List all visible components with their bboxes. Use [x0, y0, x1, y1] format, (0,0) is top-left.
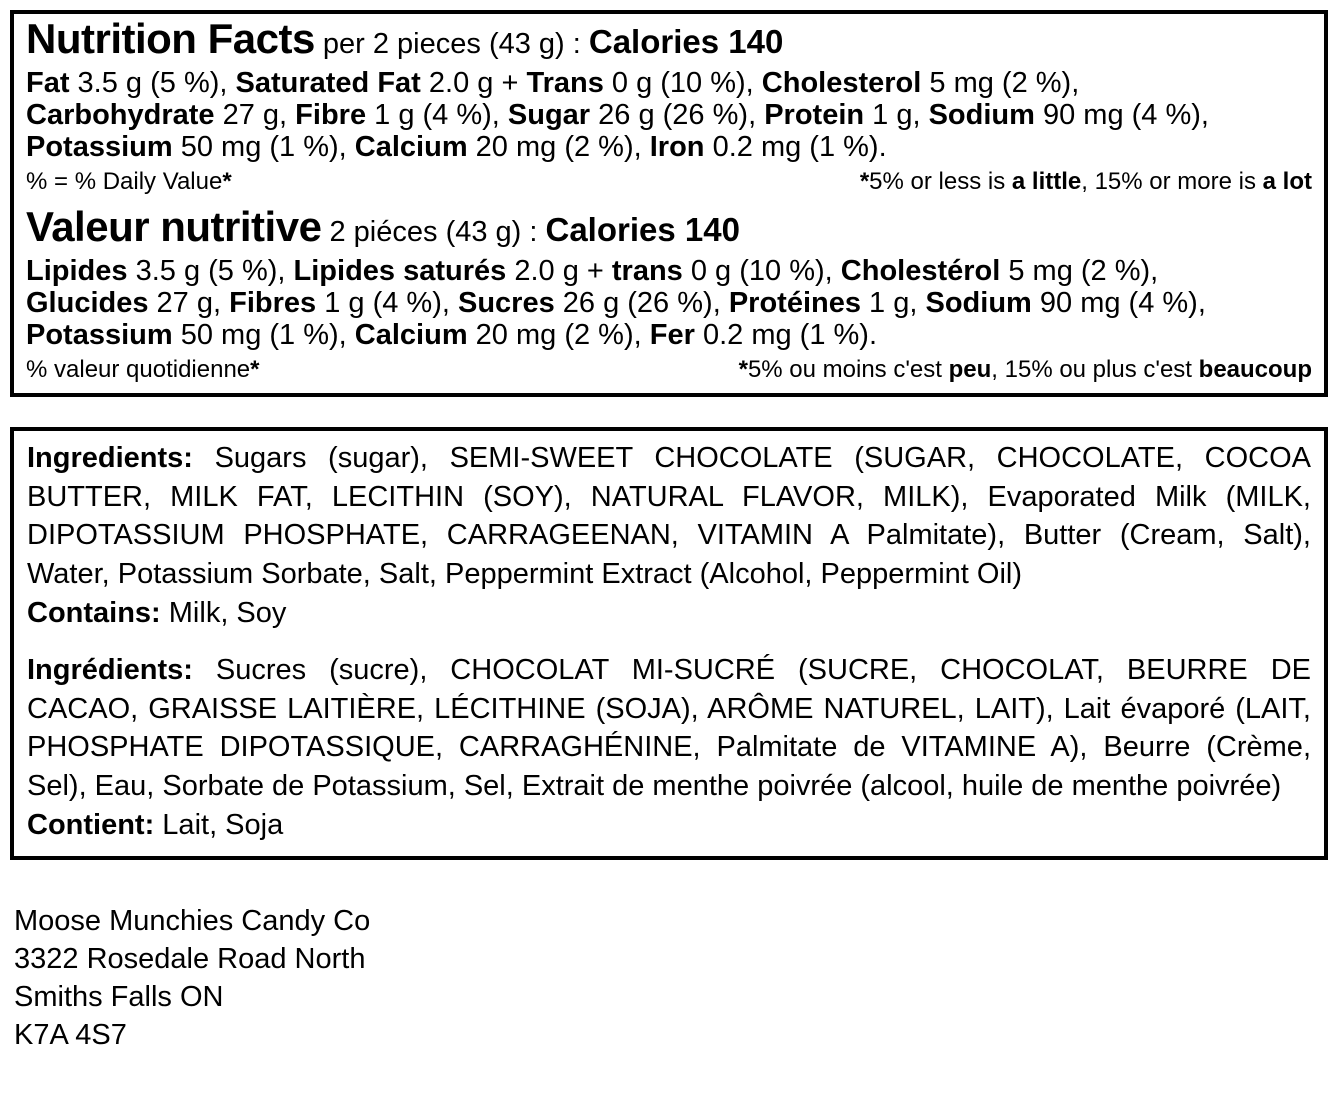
nutrition-facts-en-section: Nutrition Facts per 2 pieces (43 g) : Ca…: [26, 15, 1312, 196]
daily-value-note-en: % = % Daily Value*: [26, 168, 232, 195]
little-lot-note-en: *5% or less is a little, 15% or more is …: [859, 168, 1312, 195]
nutrition-facts-fr-title: Valeur nutritive 2 piéces (43 g) : Calor…: [26, 203, 740, 250]
nutrition-facts-en-title: Nutrition Facts per 2 pieces (43 g) : Ca…: [26, 15, 784, 62]
nutrition-en-line-carbohydrate: Carbohydrate 27 g, Fibre 1 g (4 %), Suga…: [26, 99, 1209, 131]
nutrition-facts-fr-section: Valeur nutritive 2 piéces (43 g) : Calor…: [26, 203, 1312, 384]
peu-beaucoup-note-fr: *5% ou moins c'est peu, 15% ou plus c'es…: [738, 356, 1312, 383]
ingredients-fr-paragraph: Ingrédients: Sucres (sucre), CHOCOLAT MI…: [27, 654, 1311, 802]
nutrition-en-line-minerals: Potassium 50 mg (1 %), Calcium 20 mg (2 …: [26, 131, 887, 163]
address-city: Smiths Falls ON: [14, 981, 224, 1013]
manufacturer-address: Moose Munchies Candy Co 3322 Rosedale Ro…: [14, 902, 1338, 1054]
nutrition-en-line-fat: Fat 3.5 g (5 %), Saturated Fat 2.0 g + T…: [26, 67, 1080, 99]
nutrition-fr-line-lipides: Lipides 3.5 g (5 %), Lipides saturés 2.0…: [26, 255, 1159, 287]
nutrition-fr-line-minerals: Potassium 50 mg (1 %), Calcium 20 mg (2 …: [26, 319, 878, 351]
nutrition-en-footnote-row: % = % Daily Value* *5% or less is a litt…: [26, 168, 1312, 195]
contains-fr-line: Contient: Lait, Soja: [27, 809, 284, 841]
address-postal-code: K7A 4S7: [14, 1019, 127, 1051]
address-street: 3322 Rosedale Road North: [14, 943, 366, 975]
nutrition-fr-line-glucides: Glucides 27 g, Fibres 1 g (4 %), Sucres …: [26, 287, 1206, 319]
address-company: Moose Munchies Candy Co: [14, 905, 371, 937]
ingredients-en-paragraph: Ingredients: Sugars (sugar), SEMI-SWEET …: [27, 442, 1311, 590]
daily-value-note-fr: % valeur quotidienne*: [26, 356, 260, 383]
nutrition-facts-panel: Nutrition Facts per 2 pieces (43 g) : Ca…: [10, 10, 1328, 397]
nutrition-fr-footnote-row: % valeur quotidienne* *5% ou moins c'est…: [26, 356, 1312, 383]
ingredients-panel: Ingredients: Sugars (sugar), SEMI-SWEET …: [10, 427, 1328, 860]
contains-en-line: Contains: Milk, Soy: [27, 597, 287, 629]
